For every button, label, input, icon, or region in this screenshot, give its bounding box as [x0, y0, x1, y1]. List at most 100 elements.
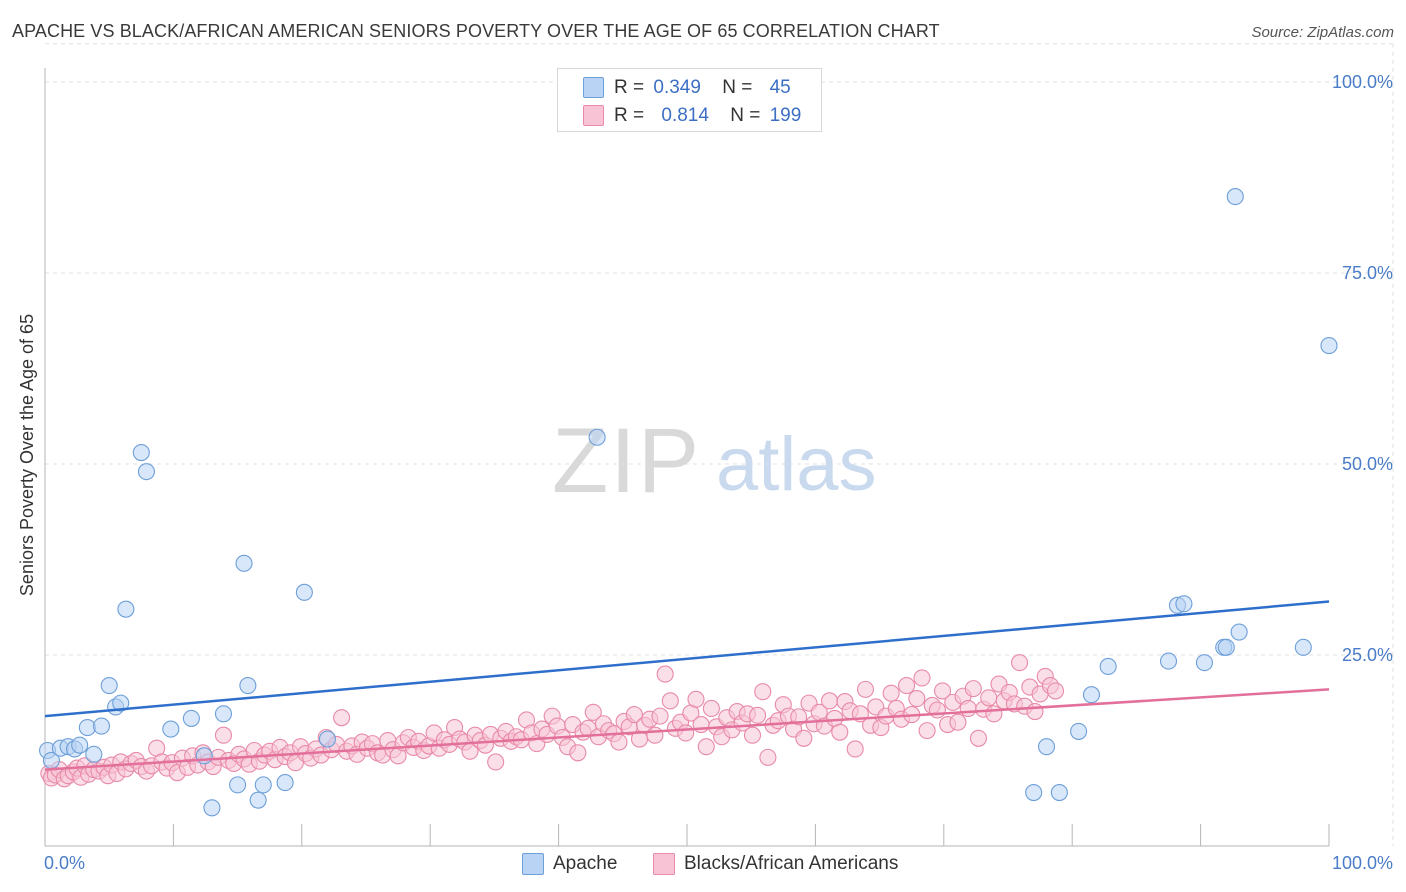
apache-point-43	[1294, 638, 1312, 656]
black-point-162	[856, 680, 875, 698]
apache-point-42	[1230, 623, 1248, 641]
black-point-114	[610, 733, 628, 751]
black-r-value: 0.814	[661, 105, 709, 126]
apache-r-label: R =	[614, 77, 645, 98]
black-point-174	[918, 722, 936, 740]
bottom-black-label: Blacks/African Americans	[684, 853, 899, 874]
black-point-60	[333, 709, 351, 727]
apache-point-22	[239, 677, 257, 695]
apache-point-8	[92, 717, 111, 735]
black-point-167	[882, 684, 900, 702]
black-point-90	[487, 753, 505, 771]
bottom-black-swatch	[653, 853, 675, 875]
apache-point-31	[1050, 783, 1068, 802]
black-point-176	[928, 701, 946, 719]
apache-point-9	[100, 677, 118, 695]
black-point-155	[820, 692, 839, 710]
source-credit: Source: ZipAtlas.com	[1251, 24, 1394, 41]
x-tick-label-min: 0.0%	[44, 853, 85, 873]
y-tick-label-50: 50.0%	[1342, 454, 1393, 474]
black-point-129	[687, 690, 705, 708]
apache-point-13	[132, 443, 150, 462]
black-point-186	[980, 689, 998, 707]
apache-point-29	[1025, 783, 1043, 802]
apache-point-7	[85, 745, 103, 763]
black-point-172	[908, 689, 926, 708]
black-point-177	[933, 682, 952, 700]
black-point-173	[913, 669, 931, 687]
x-tick-label-max: 100.0%	[1332, 853, 1393, 873]
apache-swatch	[583, 77, 604, 98]
black-point-199	[1046, 682, 1065, 700]
black-point-150	[795, 729, 813, 747]
apache-point-27	[318, 730, 337, 748]
watermark: ZIP atlas	[552, 410, 877, 512]
apache-point-33	[1082, 686, 1101, 704]
black-point-106	[569, 744, 587, 762]
y-axis-label: Seniors Poverty Over the Age of 65	[17, 314, 37, 596]
black-point-142	[754, 683, 772, 701]
y-tick-label-25: 25.0%	[1342, 645, 1393, 665]
apache-point-30	[1037, 738, 1056, 756]
black-trend-line	[44, 688, 1330, 771]
apache-r-value: 0.349	[653, 77, 701, 98]
axes	[44, 68, 1330, 847]
black-point-143	[759, 748, 777, 766]
apache-point-6	[78, 719, 96, 737]
black-n-label: N =	[730, 105, 761, 126]
apache-point-32	[1070, 722, 1088, 740]
black-points	[40, 654, 1065, 788]
black-point-140	[743, 726, 762, 744]
black-swatch	[583, 105, 604, 126]
apache-point-21	[235, 554, 253, 572]
black-point-141	[749, 706, 767, 724]
apache-points	[39, 188, 1338, 817]
apache-point-44	[1320, 337, 1338, 355]
apache-point-25	[276, 774, 294, 792]
black-point-195	[1026, 702, 1044, 721]
apache-point-5	[71, 736, 89, 754]
y-tick-label-100: 100.0%	[1332, 72, 1393, 92]
apache-point-18	[203, 799, 221, 817]
chart-title: APACHE VS BLACK/AFRICAN AMERICAN SENIORS…	[12, 21, 940, 41]
apache-point-15	[162, 720, 180, 738]
apache-point-12	[117, 600, 135, 618]
bottom-apache-label: Apache	[553, 853, 618, 874]
y-tick-label-75: 75.0%	[1342, 263, 1393, 283]
apache-point-19	[214, 705, 233, 723]
y-tick-labels: 25.0% 50.0% 75.0% 100.0%	[1332, 72, 1393, 665]
black-r-label: R =	[614, 105, 645, 126]
black-point-170	[898, 677, 916, 695]
black-point-117	[625, 706, 643, 724]
black-point-109	[584, 703, 602, 721]
apache-point-40	[1217, 638, 1235, 656]
black-point-149	[790, 708, 808, 726]
black-point-184	[969, 729, 988, 747]
apache-point-20	[229, 776, 247, 794]
black-point-192	[1011, 654, 1029, 672]
apache-point-17	[195, 747, 213, 765]
black-point-187	[985, 705, 1003, 723]
apache-point-34	[1099, 657, 1117, 676]
black-n-value: 199	[769, 105, 802, 126]
apache-point-26	[295, 583, 313, 601]
apache-point-11	[112, 694, 130, 712]
watermark-zip: ZIP	[552, 410, 701, 512]
black-point-123	[656, 665, 674, 683]
black-point-131	[697, 738, 715, 756]
black-point-122	[651, 707, 669, 725]
stats-legend: R = 0.349 N = 45 R = 0.814 N = 199	[557, 68, 822, 132]
apache-point-35	[1159, 652, 1178, 670]
black-point-180	[949, 713, 967, 731]
black-point-157	[831, 723, 849, 741]
black-point-127	[677, 724, 695, 742]
apache-point-16	[182, 709, 200, 727]
black-point-121	[646, 726, 664, 744]
black-point-124	[661, 692, 679, 710]
apache-point-41	[1226, 188, 1244, 206]
apache-point-28	[588, 428, 606, 446]
watermark-atlas: atlas	[716, 422, 877, 507]
apache-point-37	[1175, 595, 1193, 613]
apache-n-label: N =	[722, 77, 753, 98]
